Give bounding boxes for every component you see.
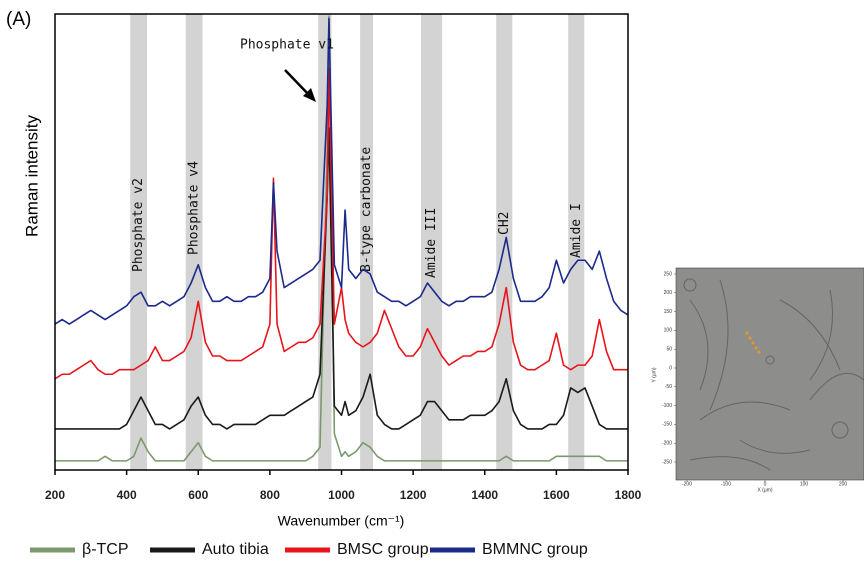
legend-label: BMSC group [337, 541, 429, 558]
inset-x-tick-label: 100 [800, 481, 809, 487]
inset-y-tick-label: 250 [664, 271, 673, 277]
measurement-points [745, 331, 761, 354]
inset-y-tick-label: 0 [669, 365, 672, 371]
band [130, 14, 148, 470]
inset-y-tick-label: -150 [662, 422, 672, 428]
x-tick-label: 1400 [471, 488, 498, 502]
band [360, 14, 374, 470]
micrograph [676, 268, 864, 480]
spectrum-line [55, 127, 628, 430]
legend-label: BMMNC group [482, 541, 588, 558]
inset-y-tick-label: 150 [664, 309, 673, 315]
band [568, 14, 585, 470]
inset-y-tick-label: -50 [665, 384, 672, 390]
x-tick-label: 400 [117, 488, 137, 502]
inset-micrograph: Y (µm) X (µm) 250 200 150 100 50 0 -50 -100 -150… [651, 267, 864, 493]
band-label: Amide III [424, 208, 439, 278]
inset-y-tick-label: -250 [662, 459, 672, 465]
x-axis-label: Wavenumber (cm⁻¹) [278, 513, 405, 529]
panel-label: (A) [6, 9, 31, 30]
band [496, 14, 513, 470]
inset-frame [675, 267, 864, 481]
inset-x-tick-label: 0 [764, 481, 767, 487]
inset-x-label: X (µm) [757, 487, 772, 493]
annotation: Phosphate v1 [240, 38, 334, 53]
legend: β-TCP Auto tibia BMSC group BMMNC group [30, 541, 588, 558]
legend-label: β-TCP [82, 541, 129, 558]
x-tick-label: 1600 [543, 488, 570, 502]
x-tick-label: 1000 [328, 488, 355, 502]
x-tick-label: 1200 [400, 488, 427, 502]
band-label: Amide I [569, 203, 584, 258]
inset-y-label: Y (µm) [651, 367, 657, 382]
spectrum-line [55, 17, 628, 325]
spectrum-line [55, 67, 628, 380]
x-tick-label: 600 [188, 488, 208, 502]
band-label: CH2 [497, 212, 512, 235]
band-label: B-type carbonate [359, 147, 374, 272]
inset-y-tick-label: 50 [666, 347, 672, 353]
x-tick-label: 800 [260, 488, 280, 502]
inset-y-tick-label: -200 [662, 441, 672, 447]
legend-label: Auto tibia [202, 541, 269, 558]
micrograph-texture [683, 278, 864, 471]
band-label: Phosphate v2 [131, 178, 146, 272]
arrow-head [303, 88, 316, 102]
band [185, 14, 203, 470]
band-label: Phosphate v4 [187, 161, 202, 255]
band [421, 14, 443, 470]
inset-y-tick-label: -100 [662, 403, 672, 409]
inset-x-tick-label: -100 [721, 481, 731, 487]
inset-y-tick-label: 100 [664, 328, 673, 334]
annotation-arrow [284, 69, 311, 97]
x-tick-label: 1800 [615, 488, 642, 502]
bands: Phosphate v2 Phosphate v4 B-type carbonate… [130, 14, 585, 470]
inset-y-tick-label: 200 [664, 290, 673, 296]
inset-x-tick-label: -200 [682, 481, 692, 487]
spectrum-line [55, 15, 628, 462]
x-tick-label: 200 [45, 488, 65, 502]
inset-x-tick-label: 200 [839, 481, 848, 487]
y-axis-label: Raman intensity [22, 115, 41, 237]
spectra [55, 15, 628, 462]
